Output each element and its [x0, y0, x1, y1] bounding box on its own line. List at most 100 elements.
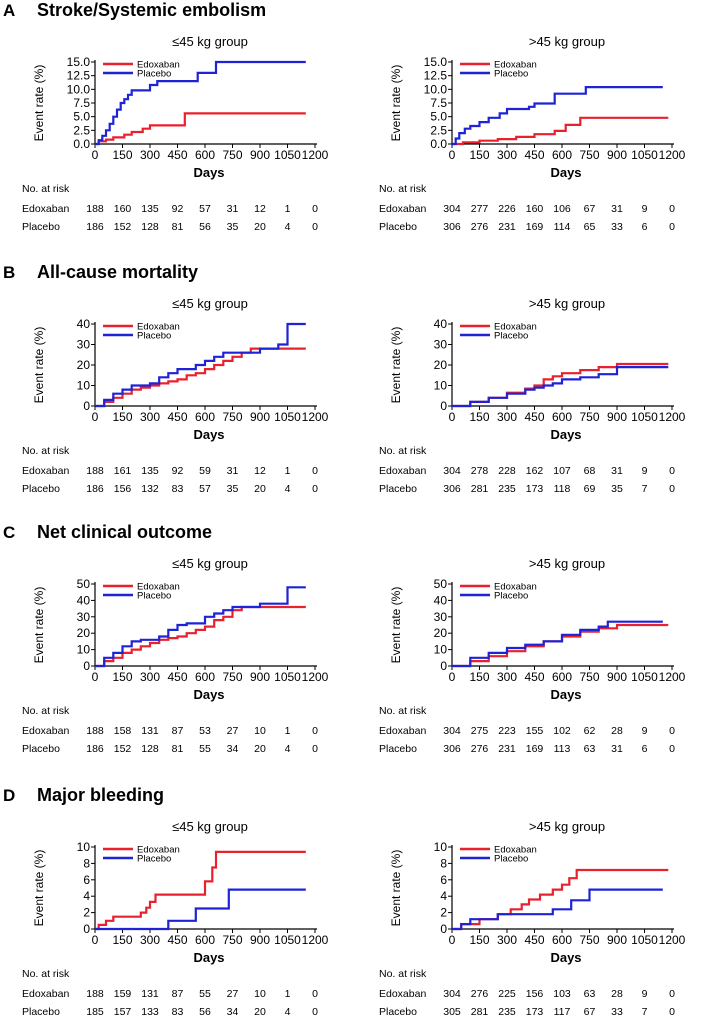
x-tick-label: 0 [92, 670, 99, 684]
y-tick-label: 40 [434, 593, 448, 607]
x-tick-label: 0 [92, 410, 99, 424]
risk-header: No. at risk [379, 445, 427, 457]
y-axis-label: Event rate (%) [32, 327, 46, 404]
risk-cell: 277 [471, 203, 489, 215]
y-tick-label: 0 [83, 659, 90, 673]
risk-cell: 6 [642, 743, 648, 755]
risk-cell: 55 [199, 988, 211, 1000]
panel-letter: C [3, 523, 16, 542]
x-axis-label: Days [550, 427, 581, 442]
y-tick-label: 10.0 [67, 82, 91, 96]
risk-row-label: Edoxaban [22, 465, 69, 477]
risk-cell: 57 [199, 483, 211, 495]
risk-cell: 281 [471, 483, 489, 495]
series-line-placebo [452, 888, 663, 931]
panel-title: Major bleeding [37, 785, 165, 805]
chart-subtitle: >45 kg group [529, 556, 605, 571]
risk-cell: 56 [199, 221, 211, 233]
x-tick-label: 900 [607, 148, 627, 162]
y-tick-label: 10 [77, 840, 91, 854]
x-tick-label: 300 [497, 670, 517, 684]
legend-label: Edoxaban [137, 60, 180, 71]
risk-cell: 0 [669, 203, 675, 215]
risk-cell: 56 [199, 1006, 211, 1018]
x-axis-label: Days [550, 165, 581, 180]
risk-cell: 63 [584, 988, 596, 1000]
x-tick-label: 600 [195, 148, 215, 162]
chart-subtitle: >45 kg group [529, 296, 605, 311]
x-tick-label: 150 [112, 148, 132, 162]
risk-cell: 1 [285, 203, 291, 215]
y-tick-label: 0 [83, 399, 90, 413]
x-tick-label: 150 [469, 148, 489, 162]
risk-cell: 304 [443, 988, 461, 1000]
y-tick-label: 0 [440, 922, 447, 936]
risk-cell: 4 [285, 1006, 291, 1018]
x-tick-label: 750 [579, 410, 599, 424]
x-tick-label: 1200 [659, 148, 686, 162]
chart-subtitle: ≤45 kg group [172, 296, 248, 311]
risk-cell: 169 [526, 743, 544, 755]
x-tick-label: 1200 [302, 670, 329, 684]
risk-cell: 9 [642, 465, 648, 477]
risk-cell: 225 [498, 988, 516, 1000]
y-tick-label: 12.5 [67, 69, 91, 83]
legend-label: Placebo [137, 331, 171, 342]
risk-cell: 9 [642, 725, 648, 737]
risk-cell: 161 [114, 465, 132, 477]
y-tick-label: 2 [440, 906, 447, 920]
y-axis-label: Event rate (%) [389, 65, 403, 142]
risk-cell: 55 [199, 743, 211, 755]
x-axis-label: Days [193, 427, 224, 442]
risk-cell: 31 [227, 203, 239, 215]
risk-cell: 235 [498, 483, 516, 495]
risk-row-label: Placebo [22, 221, 60, 233]
risk-row-label: Placebo [379, 483, 417, 495]
x-tick-label: 450 [167, 933, 187, 947]
risk-cell: 0 [669, 483, 675, 495]
series-line-placebo [452, 620, 663, 668]
series-line-placebo [95, 60, 306, 146]
series-line-edoxaban [95, 605, 306, 668]
x-tick-label: 600 [195, 670, 215, 684]
risk-header: No. at risk [379, 968, 427, 980]
y-tick-label: 4 [440, 889, 447, 903]
risk-cell: 103 [553, 988, 571, 1000]
x-tick-label: 300 [140, 670, 160, 684]
risk-row-label: Placebo [22, 1006, 60, 1018]
risk-cell: 7 [642, 1006, 648, 1018]
risk-cell: 106 [553, 203, 571, 215]
y-axis-label: Event rate (%) [32, 850, 46, 927]
risk-cell: 33 [611, 1006, 623, 1018]
risk-cell: 281 [471, 1006, 489, 1018]
risk-cell: 31 [611, 465, 623, 477]
y-tick-label: 10.0 [424, 82, 448, 96]
risk-cell: 81 [172, 743, 184, 755]
legend-label: Placebo [494, 69, 528, 80]
legend-label: Placebo [137, 854, 171, 865]
risk-cell: 20 [254, 483, 266, 495]
risk-cell: 10 [254, 725, 266, 737]
risk-header: No. at risk [22, 183, 70, 195]
risk-row-label: Edoxaban [22, 988, 69, 1000]
risk-cell: 20 [254, 1006, 266, 1018]
risk-cell: 53 [199, 725, 211, 737]
y-tick-label: 6 [440, 873, 447, 887]
y-tick-label: 10 [77, 643, 91, 657]
x-axis-label: Days [193, 950, 224, 965]
risk-cell: 0 [669, 988, 675, 1000]
risk-cell: 235 [498, 1006, 516, 1018]
y-tick-label: 30 [77, 610, 91, 624]
y-tick-label: 20 [434, 626, 448, 640]
risk-cell: 135 [141, 465, 159, 477]
risk-cell: 156 [114, 483, 132, 495]
legend-label: Edoxaban [494, 60, 537, 71]
risk-cell: 155 [526, 725, 544, 737]
risk-cell: 7 [642, 483, 648, 495]
risk-cell: 158 [114, 725, 132, 737]
risk-cell: 173 [526, 1006, 544, 1018]
risk-cell: 133 [141, 1006, 159, 1018]
